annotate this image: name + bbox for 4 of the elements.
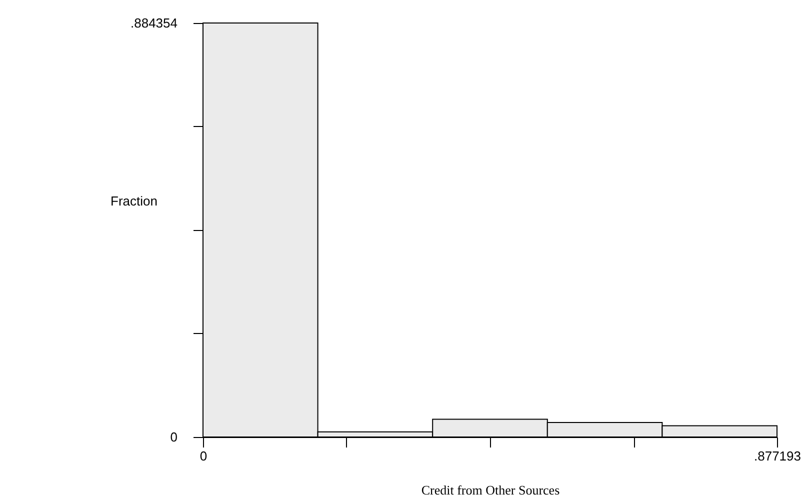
y-tick-label: .884354	[130, 16, 178, 30]
x-axis-title: Credit from Other Sources	[421, 482, 560, 497]
y-axis-title: Fraction	[110, 194, 158, 208]
x-tick-label: .877193	[754, 448, 801, 464]
